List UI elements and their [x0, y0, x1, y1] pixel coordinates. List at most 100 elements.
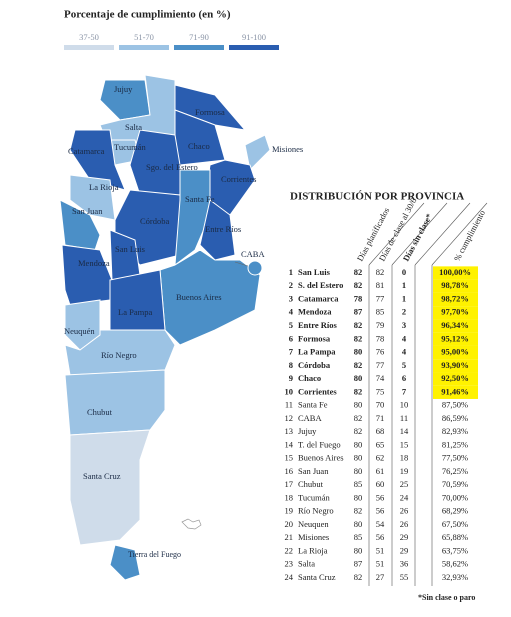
table-cell: Mendoza	[298, 307, 332, 317]
legend-swatch	[174, 45, 224, 50]
table-cell: 61	[376, 466, 385, 476]
table-cell: 20	[285, 519, 294, 529]
table-cell: 8	[289, 360, 293, 370]
table-title: DISTRIBUCIÓN POR PROVINCIA	[290, 191, 464, 203]
table-cell: 27	[376, 572, 385, 582]
table-cell: 82	[354, 333, 363, 343]
table-cell: Entre Ríos	[298, 320, 337, 330]
table-cell: 86,59%	[442, 413, 468, 423]
table-cell: 3	[289, 293, 293, 303]
highlight	[433, 359, 478, 373]
table-cell: 4	[402, 347, 407, 357]
table-cell: 5	[402, 360, 406, 370]
map-label: Catamarca	[68, 146, 105, 156]
table-cell: 0	[402, 267, 406, 277]
province	[59, 199, 101, 251]
table-cell: 87	[354, 559, 363, 569]
province	[64, 369, 166, 436]
table-cell: 11	[400, 413, 408, 423]
table-cell: S. del Estero	[298, 280, 343, 290]
table-cell: Chaco	[298, 373, 321, 383]
table-cell: 80	[354, 466, 363, 476]
table-cell: 80	[354, 519, 363, 529]
table-cell: 4	[289, 307, 294, 317]
table-cell: 65,88%	[442, 532, 468, 542]
map-label: Misiones	[272, 144, 303, 154]
table-cell: Buenos Aires	[298, 453, 344, 463]
table-cell: 56	[376, 492, 385, 502]
header-rule	[368, 202, 425, 266]
table-cell: 14	[285, 439, 294, 449]
table-cell: 68	[376, 426, 385, 436]
table-cell: 96,34%	[441, 320, 469, 330]
table-cell: 51	[376, 559, 385, 569]
legend-swatch	[119, 45, 169, 50]
table-cell: 100,00%	[439, 267, 471, 277]
province	[244, 134, 271, 172]
table-cell: 67,50%	[442, 519, 468, 529]
table-cell: 80	[354, 347, 363, 357]
table-cell: 16	[285, 466, 294, 476]
table-cell: 26	[400, 506, 409, 516]
table-cell: 87,50%	[442, 400, 468, 410]
map-label: Tierra del Fuego	[128, 550, 181, 559]
province	[174, 84, 247, 131]
table-cell: 77	[376, 293, 385, 303]
map-label: Río Negro	[101, 350, 137, 360]
table-cell: Santa Fe	[298, 400, 328, 410]
table-cell: 68,29%	[442, 506, 468, 516]
table-cell: 82	[354, 426, 363, 436]
table-cell: 81	[376, 280, 385, 290]
province	[109, 269, 166, 331]
table-cell: 10	[400, 400, 409, 410]
table-cell: San Juan	[298, 466, 329, 476]
table-cell: 82	[376, 267, 385, 277]
table-cell: 77,50%	[442, 453, 468, 463]
header-rule	[414, 202, 471, 266]
province	[61, 244, 113, 306]
table-cell: 22	[285, 545, 294, 555]
highlight	[433, 372, 478, 386]
table-cell: 80	[354, 453, 363, 463]
table-cell: 18	[400, 453, 409, 463]
table-cell: 76,25%	[442, 466, 468, 476]
table-cell: 70	[376, 400, 385, 410]
map-label: Chubut	[87, 407, 113, 417]
map-label: Corrientes	[221, 174, 256, 184]
table-cell: 9	[289, 373, 293, 383]
table-cell: 70,59%	[442, 479, 468, 489]
table-cell: La Rioja	[298, 545, 328, 555]
table-cell: 93,90%	[441, 360, 469, 370]
map-label: Santa Fe	[185, 194, 215, 204]
table-cell: 74	[376, 373, 385, 383]
leader-line	[234, 261, 249, 267]
table-cell: 71	[376, 413, 385, 423]
legend-swatch	[64, 45, 114, 50]
table-cell: 77	[376, 360, 385, 370]
table-cell: 36	[400, 559, 409, 569]
table-cell: 75	[376, 386, 385, 396]
table-cell: 24	[400, 492, 409, 502]
table-cell: 5	[289, 320, 293, 330]
table-cell: 87	[354, 307, 363, 317]
table-cell: 95,12%	[441, 333, 469, 343]
map-label: Neuquén	[64, 326, 95, 336]
map-label: La Rioja	[89, 182, 119, 192]
table-cell: 80	[354, 400, 363, 410]
table-cell: 82	[354, 386, 363, 396]
map-label: Jujuy	[114, 84, 133, 94]
table-cell: 2	[289, 280, 293, 290]
header-rule	[431, 202, 488, 266]
table-cell: 29	[400, 532, 409, 542]
table-cell: 95,00%	[441, 347, 469, 357]
table-cell: 80	[354, 373, 363, 383]
table-cell: 29	[400, 545, 409, 555]
province	[69, 129, 126, 191]
map-label: Córdoba	[140, 216, 170, 226]
table-cell: Chubut	[298, 479, 324, 489]
table-cell: Santa Cruz	[298, 572, 336, 582]
legend-swatch	[229, 45, 279, 50]
table-cell: 82	[354, 320, 363, 330]
